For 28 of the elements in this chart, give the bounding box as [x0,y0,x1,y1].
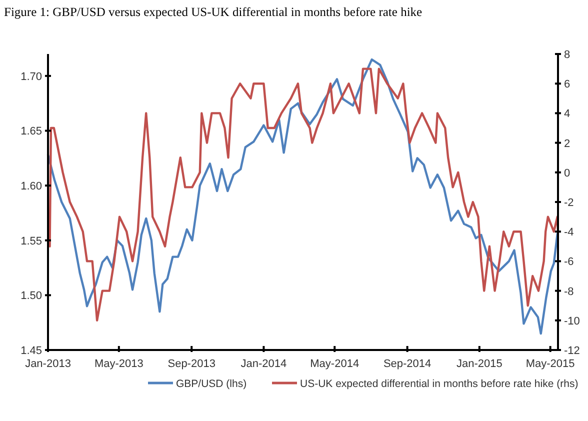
y2-tick-label: 2 [564,138,570,150]
y-tick-label: 1.55 [20,235,42,248]
legend-label: GBP/USD (lhs) [176,378,247,390]
y-tick-label: 1.50 [20,290,42,302]
y-tick-label: 1.60 [20,180,42,193]
x-tick-label: Jan-2014 [240,358,287,370]
y2-tick-label: -6 [564,256,574,268]
y2-tick-label: -8 [564,286,574,298]
x-tick-label: May-2013 [94,358,144,370]
chart-title: Figure 1: GBP/USD versus expected US-UK differential in months before rate hike [4,5,423,19]
y-tick-label: 1.65 [20,126,42,138]
y2-tick-label: -4 [564,226,574,239]
legend-label: US-UK expected differential in months before rate hike (rhs) [300,378,578,390]
x-tick-label: May-2014 [310,358,360,370]
y-tick-label: 1.70 [20,70,42,83]
x-tick-label: Sep-2013 [168,358,216,370]
x-tick-label: Sep-2014 [383,358,432,370]
x-tick-label: Jan-2013 [25,358,71,370]
y2-tick-label: 0 [564,167,570,180]
y2-tick-label: -2 [564,197,574,209]
y-tick-label: 1.45 [20,345,42,357]
x-tick-label: Jan-2015 [456,358,502,370]
x-tick-label: May-2015 [526,358,575,370]
y2-tick-label: -10 [564,315,580,328]
y2-tick-label: -12 [564,345,580,357]
y2-tick-label: 4 [564,108,570,120]
y2-tick-label: 6 [564,78,570,91]
y2-tick-label: 8 [564,49,570,61]
